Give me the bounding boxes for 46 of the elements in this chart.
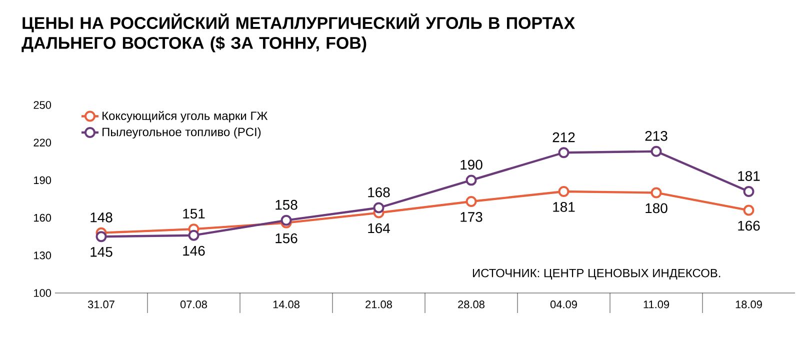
y-tick-label: 220 bbox=[34, 138, 52, 146]
data-label: 181 bbox=[553, 202, 575, 212]
point bbox=[466, 174, 477, 186]
point bbox=[373, 202, 384, 214]
data-label: 180 bbox=[646, 203, 668, 214]
data-label: 190 bbox=[460, 160, 482, 170]
data-label: 173 bbox=[460, 212, 482, 222]
point bbox=[743, 186, 754, 197]
chart-title: ЦЕНЫ НА РОССИЙСКИЙ МЕТАЛЛУРГИЧЕСКИЙ УГОЛЬ В ПОРТАХ ДАЛЬНЕГО ВОСТОКА ($ ЗА ТОННУ, FOB) bbox=[22, 14, 575, 52]
x-tick-label: 07.08 bbox=[180, 300, 207, 308]
x-tick-label: 04.09 bbox=[550, 300, 577, 308]
point bbox=[280, 214, 292, 226]
y-tick-label: 160 bbox=[34, 214, 52, 222]
point bbox=[466, 196, 477, 207]
y-tick-label: 130 bbox=[34, 252, 52, 260]
y-tick-label: 250 bbox=[34, 101, 52, 109]
legend-label: Коксующийся уголь марки ГЖ bbox=[102, 111, 268, 122]
x-tick-label: 18.09 bbox=[736, 300, 762, 308]
legend-label: Пылеугольное топливо (PCI) bbox=[102, 127, 261, 139]
point bbox=[188, 230, 200, 241]
x-tick-label: 28.08 bbox=[458, 300, 484, 308]
y-tick-label: 100 bbox=[34, 289, 52, 297]
data-label: 166 bbox=[738, 220, 760, 231]
data-label: 148 bbox=[90, 212, 112, 222]
data-label: 145 bbox=[90, 247, 112, 257]
y-tick-label: 190 bbox=[34, 176, 52, 184]
data-label: 156 bbox=[276, 233, 298, 244]
x-tick-label: 11.09 bbox=[644, 300, 670, 308]
point bbox=[558, 147, 570, 158]
x-tick-label: 21.08 bbox=[366, 300, 392, 308]
point bbox=[650, 146, 662, 157]
point bbox=[650, 187, 662, 198]
point bbox=[743, 204, 754, 216]
annotation: ИСТОЧНИК: ЦЕНТР ЦЕНОВЫХ ИНДЕКСОВ. bbox=[472, 268, 720, 280]
data-label: 151 bbox=[183, 208, 205, 219]
point bbox=[96, 231, 107, 242]
data-label: 146 bbox=[183, 246, 205, 256]
data-label: 212 bbox=[552, 132, 575, 142]
data-label: 213 bbox=[645, 130, 668, 141]
data-label: 164 bbox=[368, 223, 390, 234]
data-label: 181 bbox=[738, 171, 760, 181]
data-label: 158 bbox=[276, 200, 298, 210]
point bbox=[558, 186, 570, 197]
data-label: 168 bbox=[368, 187, 390, 198]
x-tick-label: 31.07 bbox=[88, 300, 114, 308]
x-tick-label: 14.08 bbox=[273, 300, 300, 308]
